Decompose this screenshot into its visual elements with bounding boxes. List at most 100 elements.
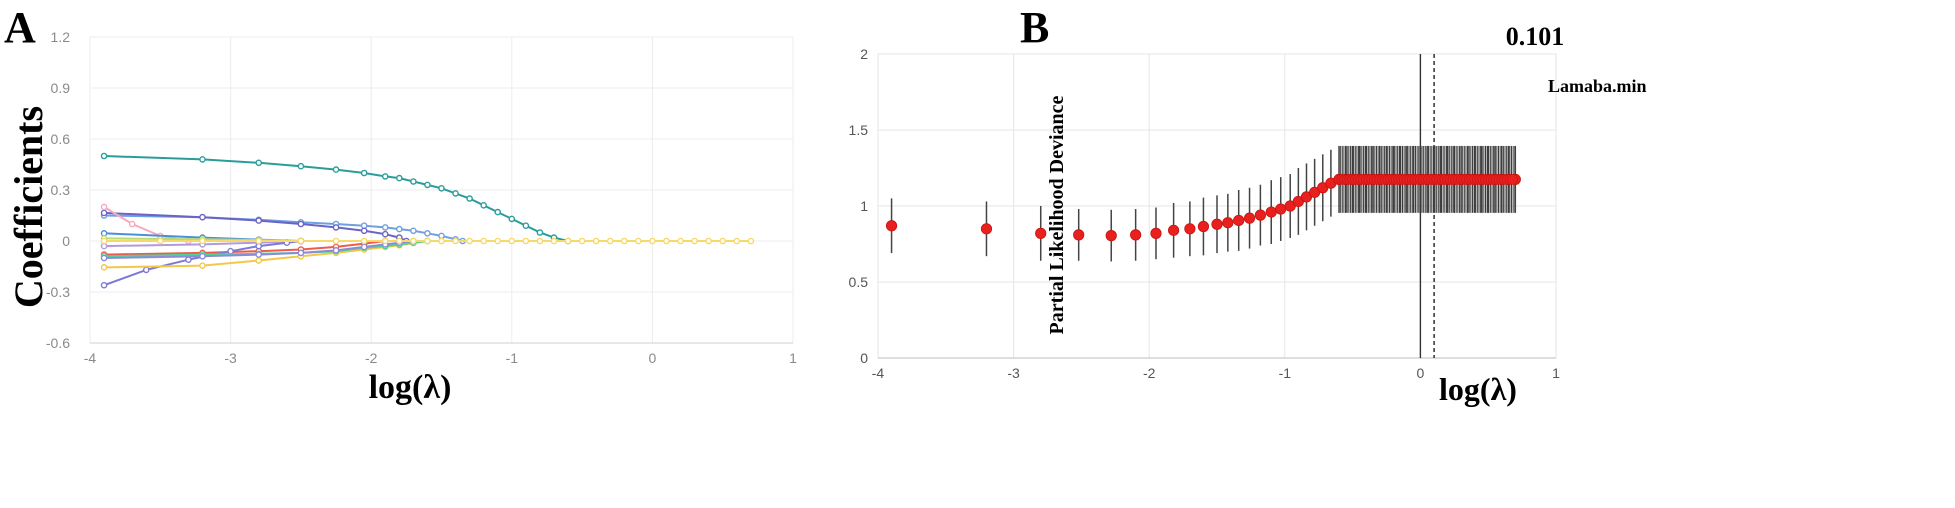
panel-a-x-ticks: -4 -3 -2 -1 0 1 <box>84 350 797 366</box>
coefficient-marker <box>360 237 368 245</box>
deviance-point <box>1222 217 1234 229</box>
coefficient-marker <box>227 247 234 255</box>
coefficient-marker <box>466 195 473 202</box>
coefficient-marker <box>536 237 544 245</box>
y-tick-label: -0.3 <box>46 284 70 300</box>
coefficient-marker <box>396 237 403 245</box>
deviance-point <box>1035 227 1047 239</box>
coefficient-marker <box>522 222 530 229</box>
x-tick-label: 0 <box>649 350 657 366</box>
coefficient-marker <box>199 237 206 245</box>
deviance-point <box>1211 218 1223 230</box>
deviance-point <box>1254 209 1266 221</box>
coefficient-marker <box>297 249 305 257</box>
x-tick-label: -4 <box>84 350 97 366</box>
deviance-point <box>1168 224 1180 236</box>
deviance-point <box>1507 174 1518 185</box>
deviance-point <box>1243 212 1256 224</box>
coefficient-marker <box>199 252 206 260</box>
coefficient-marker <box>100 237 108 245</box>
coefficient-marker <box>578 237 586 245</box>
coefficient-marker <box>410 178 417 185</box>
coefficient-marker <box>564 237 572 245</box>
coefficient-marker <box>719 237 727 245</box>
x-tick-label: -3 <box>1007 365 1020 381</box>
coefficient-marker <box>128 220 136 228</box>
coefficient-marker <box>381 230 389 238</box>
coefficient-marker <box>620 237 628 245</box>
coefficient-marker <box>424 237 431 245</box>
coefficient-marker <box>199 213 206 221</box>
coefficient-marker <box>691 237 698 245</box>
panel-b: B 21.510.50 -4 -3 -2 -1 0 1 0.101 Lamaba.min … <box>849 3 1647 407</box>
deviance-point <box>1265 206 1277 218</box>
deviance-point <box>1130 229 1142 241</box>
coefficient-marker <box>381 224 389 231</box>
panel-b-x-ticks: -4 -3 -2 -1 0 1 <box>872 365 1560 381</box>
coefficient-marker <box>156 237 164 245</box>
deviance-point <box>1275 203 1287 215</box>
x-tick-label: -3 <box>224 350 237 366</box>
coefficient-marker <box>185 256 192 264</box>
panel-a-series <box>100 152 755 289</box>
coefficient-marker <box>100 254 108 262</box>
coefficient-marker <box>438 184 445 192</box>
y-tick-label: 0.6 <box>51 131 71 147</box>
coefficient-marker <box>452 190 459 197</box>
panel-a-y-ticks: 1.2 0.9 0.6 0.3 0 -0.3 -0.6 <box>46 29 70 351</box>
panel-b-y-ticks: 2 1.5 1 0.5 0 <box>849 46 869 366</box>
coefficient-marker <box>360 227 368 235</box>
coefficient-marker <box>480 201 487 209</box>
y-tick-label: 0.3 <box>51 182 71 198</box>
coefficient-marker <box>255 251 263 258</box>
coefficient-marker <box>297 237 305 245</box>
panel-b-x-axis-title: log(λ) <box>1439 371 1517 407</box>
coefficient-marker <box>297 162 305 170</box>
coefficient-marker <box>536 229 544 236</box>
coefficient-marker <box>396 174 403 182</box>
y-tick-label: 0.5 <box>849 274 869 290</box>
lambda-min-value-label: 0.101 <box>1506 22 1565 51</box>
x-tick-label: -1 <box>1279 365 1292 381</box>
panel-a-x-axis-title: log(λ) <box>369 369 452 406</box>
x-tick-label: -2 <box>365 350 378 366</box>
coefficient-marker <box>410 227 417 235</box>
coefficient-marker <box>332 247 340 254</box>
x-tick-label: 0 <box>1417 365 1425 381</box>
lambda-min-label: Lamaba.min <box>1548 76 1647 96</box>
coefficient-marker <box>100 281 108 289</box>
coefficient-marker <box>255 159 263 167</box>
coefficient-marker <box>381 173 389 180</box>
coefficient-marker <box>396 225 403 233</box>
coefficient-marker <box>452 237 459 245</box>
coefficient-marker <box>297 220 305 228</box>
y-tick-label: 1.5 <box>849 122 869 138</box>
x-tick-label: -4 <box>872 365 885 381</box>
coefficient-marker <box>649 237 656 245</box>
coefficient-marker <box>677 237 684 245</box>
panel-b-letter: B <box>1020 3 1049 52</box>
panel-b-y-axis-title: Partial Likelihood Deviance <box>1046 95 1068 334</box>
y-tick-label: 0.9 <box>51 80 71 96</box>
coefficient-marker <box>381 237 389 245</box>
y-tick-label: 1.2 <box>51 29 71 45</box>
coefficient-marker <box>494 208 502 216</box>
coefficient-marker <box>332 166 340 173</box>
coefficient-marker <box>635 237 642 245</box>
coefficient-marker <box>508 237 516 245</box>
deviance-point <box>885 220 898 232</box>
deviance-point <box>1197 220 1210 233</box>
coefficient-marker <box>508 215 516 223</box>
y-tick-label: 0 <box>860 350 868 366</box>
panel-a-letter: A <box>4 3 36 52</box>
coefficient-marker <box>424 181 431 189</box>
coefficient-marker <box>199 262 206 269</box>
coefficient-marker <box>100 209 108 217</box>
coefficient-marker <box>494 237 502 245</box>
x-tick-label: -1 <box>506 350 519 366</box>
coefficient-marker <box>424 230 431 237</box>
coefficient-marker <box>705 237 712 245</box>
y-tick-label: 0 <box>62 233 70 249</box>
coefficient-marker <box>332 237 340 245</box>
